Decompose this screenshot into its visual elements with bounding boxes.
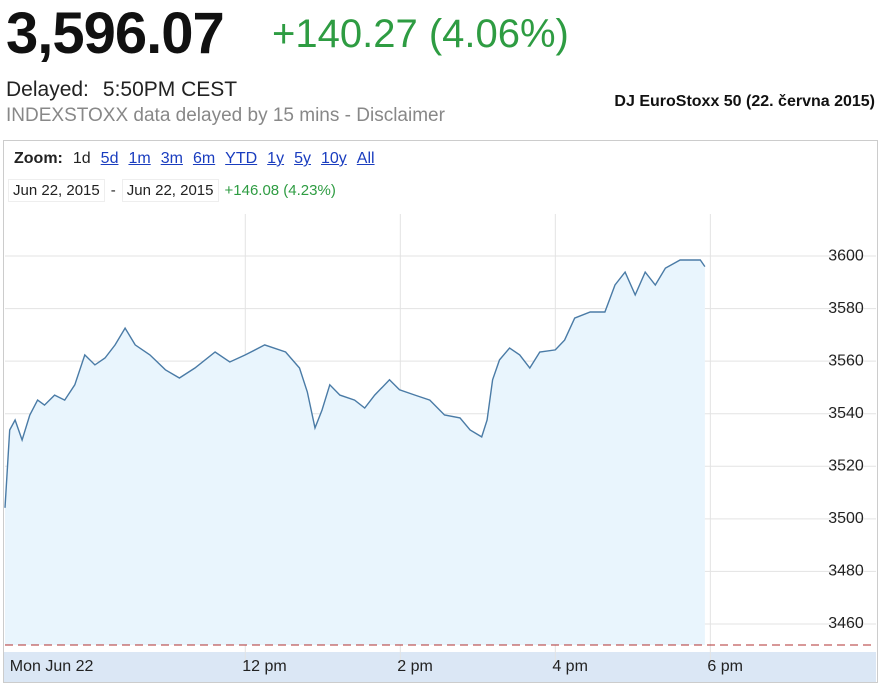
zoom-option[interactable]: 1d [72,150,91,167]
zoom-option[interactable]: 1y [267,150,285,167]
price-change: +140.27 (4.06%) [272,12,569,56]
delay-time: 5:50PM CEST [102,78,238,101]
x-tick-label: 4 pm [552,658,588,675]
disclaimer: INDEXSTOXX data delayed by 15 mins - Dis… [6,105,445,126]
x-tick-label: 12 pm [242,658,286,675]
zoom-option[interactable]: 10y [320,150,347,167]
zoom-option[interactable]: 6m [192,150,216,167]
area-fill [5,260,705,645]
date-separator: - [110,182,116,199]
caption: DJ EuroStoxx 50 (22. června 2015) [614,93,875,110]
y-tick-label: 3500 [828,510,864,527]
y-tick-label: 3540 [828,405,864,422]
x-axis-band [4,652,876,682]
zoom-option[interactable]: YTD [225,150,258,167]
price-line [4,259,706,508]
x-tick-label: 6 pm [707,658,743,675]
delay-info: Delayed: 5:50PM CEST [6,78,237,102]
zoom-option[interactable]: 1m [128,150,151,167]
y-tick-label: 3580 [828,300,864,317]
start-date[interactable]: Jun 22, 2015 [8,179,105,202]
x-tick-label: Mon Jun 22 [10,658,94,675]
zoom-option[interactable]: 3m [160,150,183,167]
x-tick-label: 2 pm [397,658,433,675]
range-change: +146.08 (4.23%) [224,182,336,199]
end-date[interactable]: Jun 22, 2015 [121,179,219,202]
delay-label: Delayed: [6,78,89,101]
y-tick-label: 3560 [828,352,864,369]
y-tick-label: 3520 [828,458,864,475]
zoom-option[interactable]: All [356,150,375,167]
y-tick-label: 3600 [828,247,864,264]
y-tick-label: 3480 [828,563,864,580]
zoom-row: Zoom: 1d 5d 1m 3m 6m YTD 1y 5y 10y All [14,150,385,168]
date-row: Jun 22, 2015- Jun 22, 2015 +146.08 (4.23%) [8,179,336,202]
y-tick-label: 3460 [828,615,864,632]
zoom-option[interactable]: 5y [294,150,311,167]
zoom-label: Zoom: [14,150,63,167]
price: 3,596.07 [6,1,225,66]
zoom-option[interactable]: 5d [100,150,119,167]
